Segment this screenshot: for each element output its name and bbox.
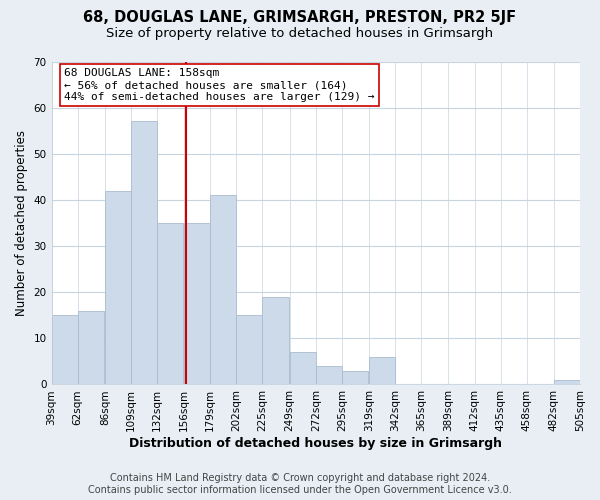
Text: 68, DOUGLAS LANE, GRIMSARGH, PRESTON, PR2 5JF: 68, DOUGLAS LANE, GRIMSARGH, PRESTON, PR… <box>83 10 517 25</box>
Y-axis label: Number of detached properties: Number of detached properties <box>15 130 28 316</box>
Bar <box>316 366 342 384</box>
Bar <box>131 122 157 384</box>
Text: Contains HM Land Registry data © Crown copyright and database right 2024.
Contai: Contains HM Land Registry data © Crown c… <box>88 474 512 495</box>
Text: 68 DOUGLAS LANE: 158sqm
← 56% of detached houses are smaller (164)
44% of semi-d: 68 DOUGLAS LANE: 158sqm ← 56% of detache… <box>64 68 374 102</box>
Bar <box>262 297 289 384</box>
Text: Size of property relative to detached houses in Grimsargh: Size of property relative to detached ho… <box>106 28 494 40</box>
Bar <box>184 223 211 384</box>
X-axis label: Distribution of detached houses by size in Grimsargh: Distribution of detached houses by size … <box>129 437 502 450</box>
Bar <box>211 196 236 384</box>
Bar <box>342 370 368 384</box>
Bar <box>52 316 77 384</box>
Bar <box>77 310 104 384</box>
Bar <box>157 223 183 384</box>
Bar <box>369 357 395 384</box>
Bar <box>290 352 316 384</box>
Bar <box>554 380 580 384</box>
Bar <box>236 316 262 384</box>
Bar <box>105 190 131 384</box>
